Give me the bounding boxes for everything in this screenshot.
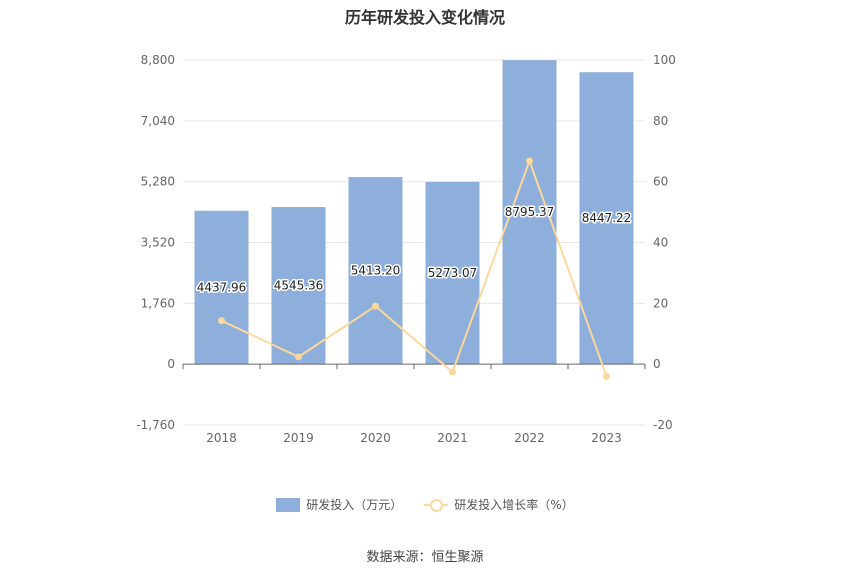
legend-item-bar[interactable]: 研发投入（万元） [276,496,402,513]
legend: 研发投入（万元） 研发投入增长率（%） [0,496,850,513]
growth-rate-point [218,317,225,325]
bar-data-label: 4545.36 [274,279,324,293]
x-tick-label: 2020 [360,431,391,445]
chart-plot: 8,800 7,040 5,280 3,520 1,760 0 -1,760 100 80 60 4… [136,53,676,445]
y-left-tick-label: 0 [167,357,175,371]
growth-rate-point [372,302,379,310]
x-tick-label: 2018 [206,431,237,445]
bar-data-label: 5273.07 [428,266,478,280]
legend-item-line[interactable]: 研发投入增长率（%） [424,496,574,513]
bar-data-label: 8795.37 [505,205,555,219]
bar-data-label: 8447.22 [582,211,632,225]
y-left-tick-label: 7,040 [141,114,175,128]
y-left-tick-label: 3,520 [141,236,175,250]
growth-rate-line [221,158,608,377]
bar [271,207,326,365]
growth-rate-point [526,157,533,165]
y-left-tick-label: -1,760 [136,418,175,432]
y-left-tick-label: 8,800 [141,53,175,67]
x-tick-label: 2021 [437,431,468,445]
y-right-tick-label: 0 [653,357,661,371]
source-note: 数据来源：恒生聚源 [366,550,484,565]
chart-title: 历年研发投入变化情况 [344,8,505,27]
bar [579,72,634,365]
bar-data-label: 4437.96 [197,280,247,294]
bar [425,181,480,365]
legend-line-swatch [424,498,449,512]
x-tick-label: 2019 [283,431,314,445]
y-right-tick-label: 20 [653,296,668,310]
growth-rate-point [449,368,456,376]
y-right-tick-label: -20 [653,418,673,432]
bar [348,177,403,365]
growth-rate-point [295,353,302,361]
y-left-tick-label: 1,760 [141,296,175,310]
bar [194,210,249,365]
x-tick-label: 2023 [591,431,622,445]
x-tick-label: 2022 [514,431,545,445]
growth-rate-point [603,372,610,380]
y-right-tick-label: 80 [653,114,668,128]
y-right-tick-label: 100 [653,53,676,67]
y-right-tick-label: 60 [653,175,668,189]
legend-label-bar: 研发投入（万元） [306,498,403,512]
legend-bar-swatch [276,497,301,512]
y-right-tick-label: 40 [653,236,668,250]
bar-data-label: 5413.20 [351,264,401,278]
legend-label-line: 研发投入增长率（%） [454,498,574,512]
y-left-tick-label: 5,280 [141,175,175,189]
